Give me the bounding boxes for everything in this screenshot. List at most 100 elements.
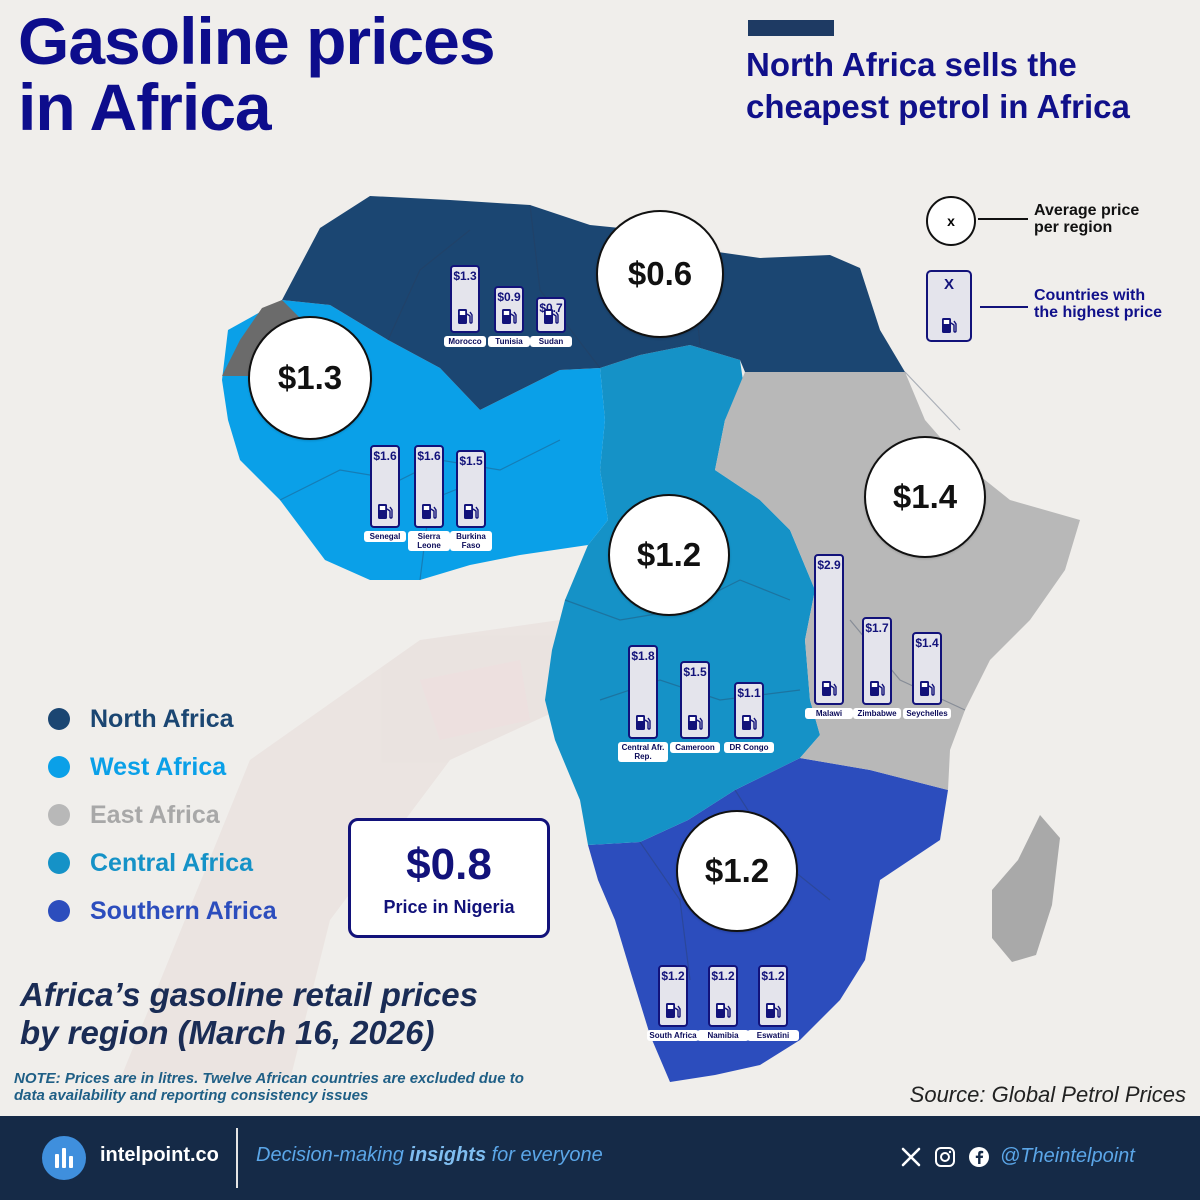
country-bar-label: Cameroon [670, 742, 720, 753]
country-bar-value: $1.3 [453, 269, 477, 283]
fuel-pump-icon [422, 504, 437, 519]
title-line-1: Gasoline prices [18, 4, 496, 78]
country-bar-label: Central Afr. Rep. [618, 742, 668, 762]
country-bar-label: Eswatini [747, 1030, 799, 1041]
x-logo-icon[interactable] [900, 1146, 922, 1168]
accent-bar [748, 20, 834, 36]
footer-tagline: Decision-making insights for everyone [256, 1144, 603, 1167]
subheadline-line-1: North Africa sells the [746, 46, 1077, 83]
footer-divider [236, 1128, 238, 1188]
country-bar-dr-congo: $1.1 [734, 682, 764, 739]
page-title: Gasoline prices in Africa [18, 8, 496, 140]
country-bar-label: Morocco [444, 336, 486, 347]
region-average-southern: $1.2 [676, 810, 798, 932]
footnote: NOTE: Prices are in litres. Twelve Afric… [14, 1070, 604, 1104]
country-bar-label: Zimbabwe [853, 708, 901, 719]
footer-tagline-post: for everyone [486, 1144, 603, 1166]
facebook-icon[interactable] [968, 1146, 990, 1168]
key-country-bar-symbol: X [943, 276, 954, 293]
fuel-pump-icon [378, 504, 393, 519]
fuel-pump-icon [766, 1003, 781, 1018]
country-bar-value: $0.9 [497, 290, 521, 304]
country-bar-value: $1.6 [373, 449, 397, 463]
fuel-pump-icon [870, 681, 885, 696]
nigeria-price-value: $0.8 [406, 840, 492, 889]
legend-item-central: Central Africa [48, 839, 277, 887]
country-bar-value: $1.5 [459, 454, 483, 468]
country-bar-value: $1.2 [761, 969, 785, 983]
key-country-label-line-1: Countries with [1034, 287, 1146, 304]
country-bar-value: $1.8 [631, 649, 655, 663]
region-average-east: $1.4 [864, 436, 986, 558]
country-bar-value: $2.9 [817, 558, 841, 572]
region-madagascar [992, 815, 1060, 962]
country-bar-south-africa: $1.2 [658, 965, 688, 1027]
region-legend: North Africa West Africa East Africa Centra… [48, 695, 277, 935]
intelpoint-logo-icon[interactable] [42, 1136, 86, 1180]
country-bar-burkina-faso: $1.5 [456, 450, 486, 528]
country-bar-value: $1.1 [737, 686, 761, 700]
country-bar-label: Burkina Faso [450, 531, 492, 551]
country-bar-senegal: $1.6 [370, 445, 400, 528]
fuel-pump-icon [666, 1003, 681, 1018]
legend-swatch [48, 852, 70, 874]
country-bar-label: Seychelles [903, 708, 951, 719]
country-bar-namibia: $1.2 [708, 965, 738, 1027]
nigeria-price-label: Price in Nigeria [383, 897, 515, 917]
footnote-line-2: data availability and reporting consiste… [14, 1087, 369, 1104]
legend-item-east: East Africa [48, 791, 277, 839]
country-bar-value: $1.2 [711, 969, 735, 983]
region-average-north: $0.6 [596, 210, 724, 338]
footer-tagline-bold: insights [409, 1144, 487, 1166]
legend-item-north: North Africa [48, 695, 277, 743]
legend-item-southern: Southern Africa [48, 887, 277, 935]
legend-label: North Africa [90, 704, 234, 733]
country-bar-central-afr-rep: $1.8 [628, 645, 658, 739]
country-bar-value: $1.4 [915, 636, 939, 650]
country-bar-zimbabwe: $1.7 [862, 617, 892, 705]
key-country-label: Countries with the highest price [1034, 287, 1162, 321]
subheadline: North Africa sells the cheapest petrol i… [746, 44, 1130, 128]
country-bar-morocco: $1.3 [450, 265, 480, 333]
fuel-pump-icon [742, 715, 757, 730]
nigeria-price-box: $0.8 Price in Nigeria [348, 818, 550, 938]
legend-swatch [48, 708, 70, 730]
legend-swatch [48, 900, 70, 922]
footer-tagline-pre: Decision-making [256, 1144, 410, 1166]
fuel-pump-icon [544, 309, 559, 324]
region-east [715, 372, 1080, 790]
country-bar-eswatini: $1.2 [758, 965, 788, 1027]
fuel-pump-icon [822, 681, 837, 696]
footer-social-handle[interactable]: @Theintelpoint [1000, 1145, 1135, 1167]
key-country-bar: X [926, 270, 972, 342]
key-average-label-line-1: Average price [1034, 202, 1140, 219]
key-average-connector [978, 218, 1028, 220]
instagram-icon[interactable] [934, 1146, 956, 1168]
legend-swatch [48, 804, 70, 826]
country-bar-sudan: $0.7 [536, 297, 566, 333]
legend-label: West Africa [90, 752, 227, 781]
region-average-west: $1.3 [248, 316, 372, 440]
legend-label: East Africa [90, 800, 220, 829]
country-bar-value: $1.6 [417, 449, 441, 463]
key-average-label-line-2: per region [1034, 219, 1113, 236]
legend-swatch [48, 756, 70, 778]
footnote-line-1: NOTE: Prices are in litres. Twelve Afric… [14, 1070, 524, 1087]
country-bar-cameroon: $1.5 [680, 661, 710, 739]
legend-label: Central Africa [90, 848, 254, 877]
fuel-pump-icon [458, 309, 473, 324]
key-country-connector [980, 306, 1028, 308]
footer-site-link[interactable]: intelpoint.co [100, 1144, 219, 1166]
country-bar-malawi: $2.9 [814, 554, 844, 705]
country-bar-label: South Africa [647, 1030, 699, 1041]
country-bar-label: Senegal [364, 531, 406, 542]
country-bar-value: $1.7 [865, 621, 889, 635]
country-bar-sierra-leone: $1.6 [414, 445, 444, 528]
fuel-pump-icon [716, 1003, 731, 1018]
region-north [282, 196, 905, 410]
legend-item-west: West Africa [48, 743, 277, 791]
subheadline-line-2: cheapest petrol in Africa [746, 88, 1130, 125]
source-credit: Source: Global Petrol Prices [909, 1082, 1186, 1107]
country-bar-label: Namibia [697, 1030, 749, 1041]
chart-caption: Africa’s gasoline retail prices by regio… [20, 976, 478, 1052]
